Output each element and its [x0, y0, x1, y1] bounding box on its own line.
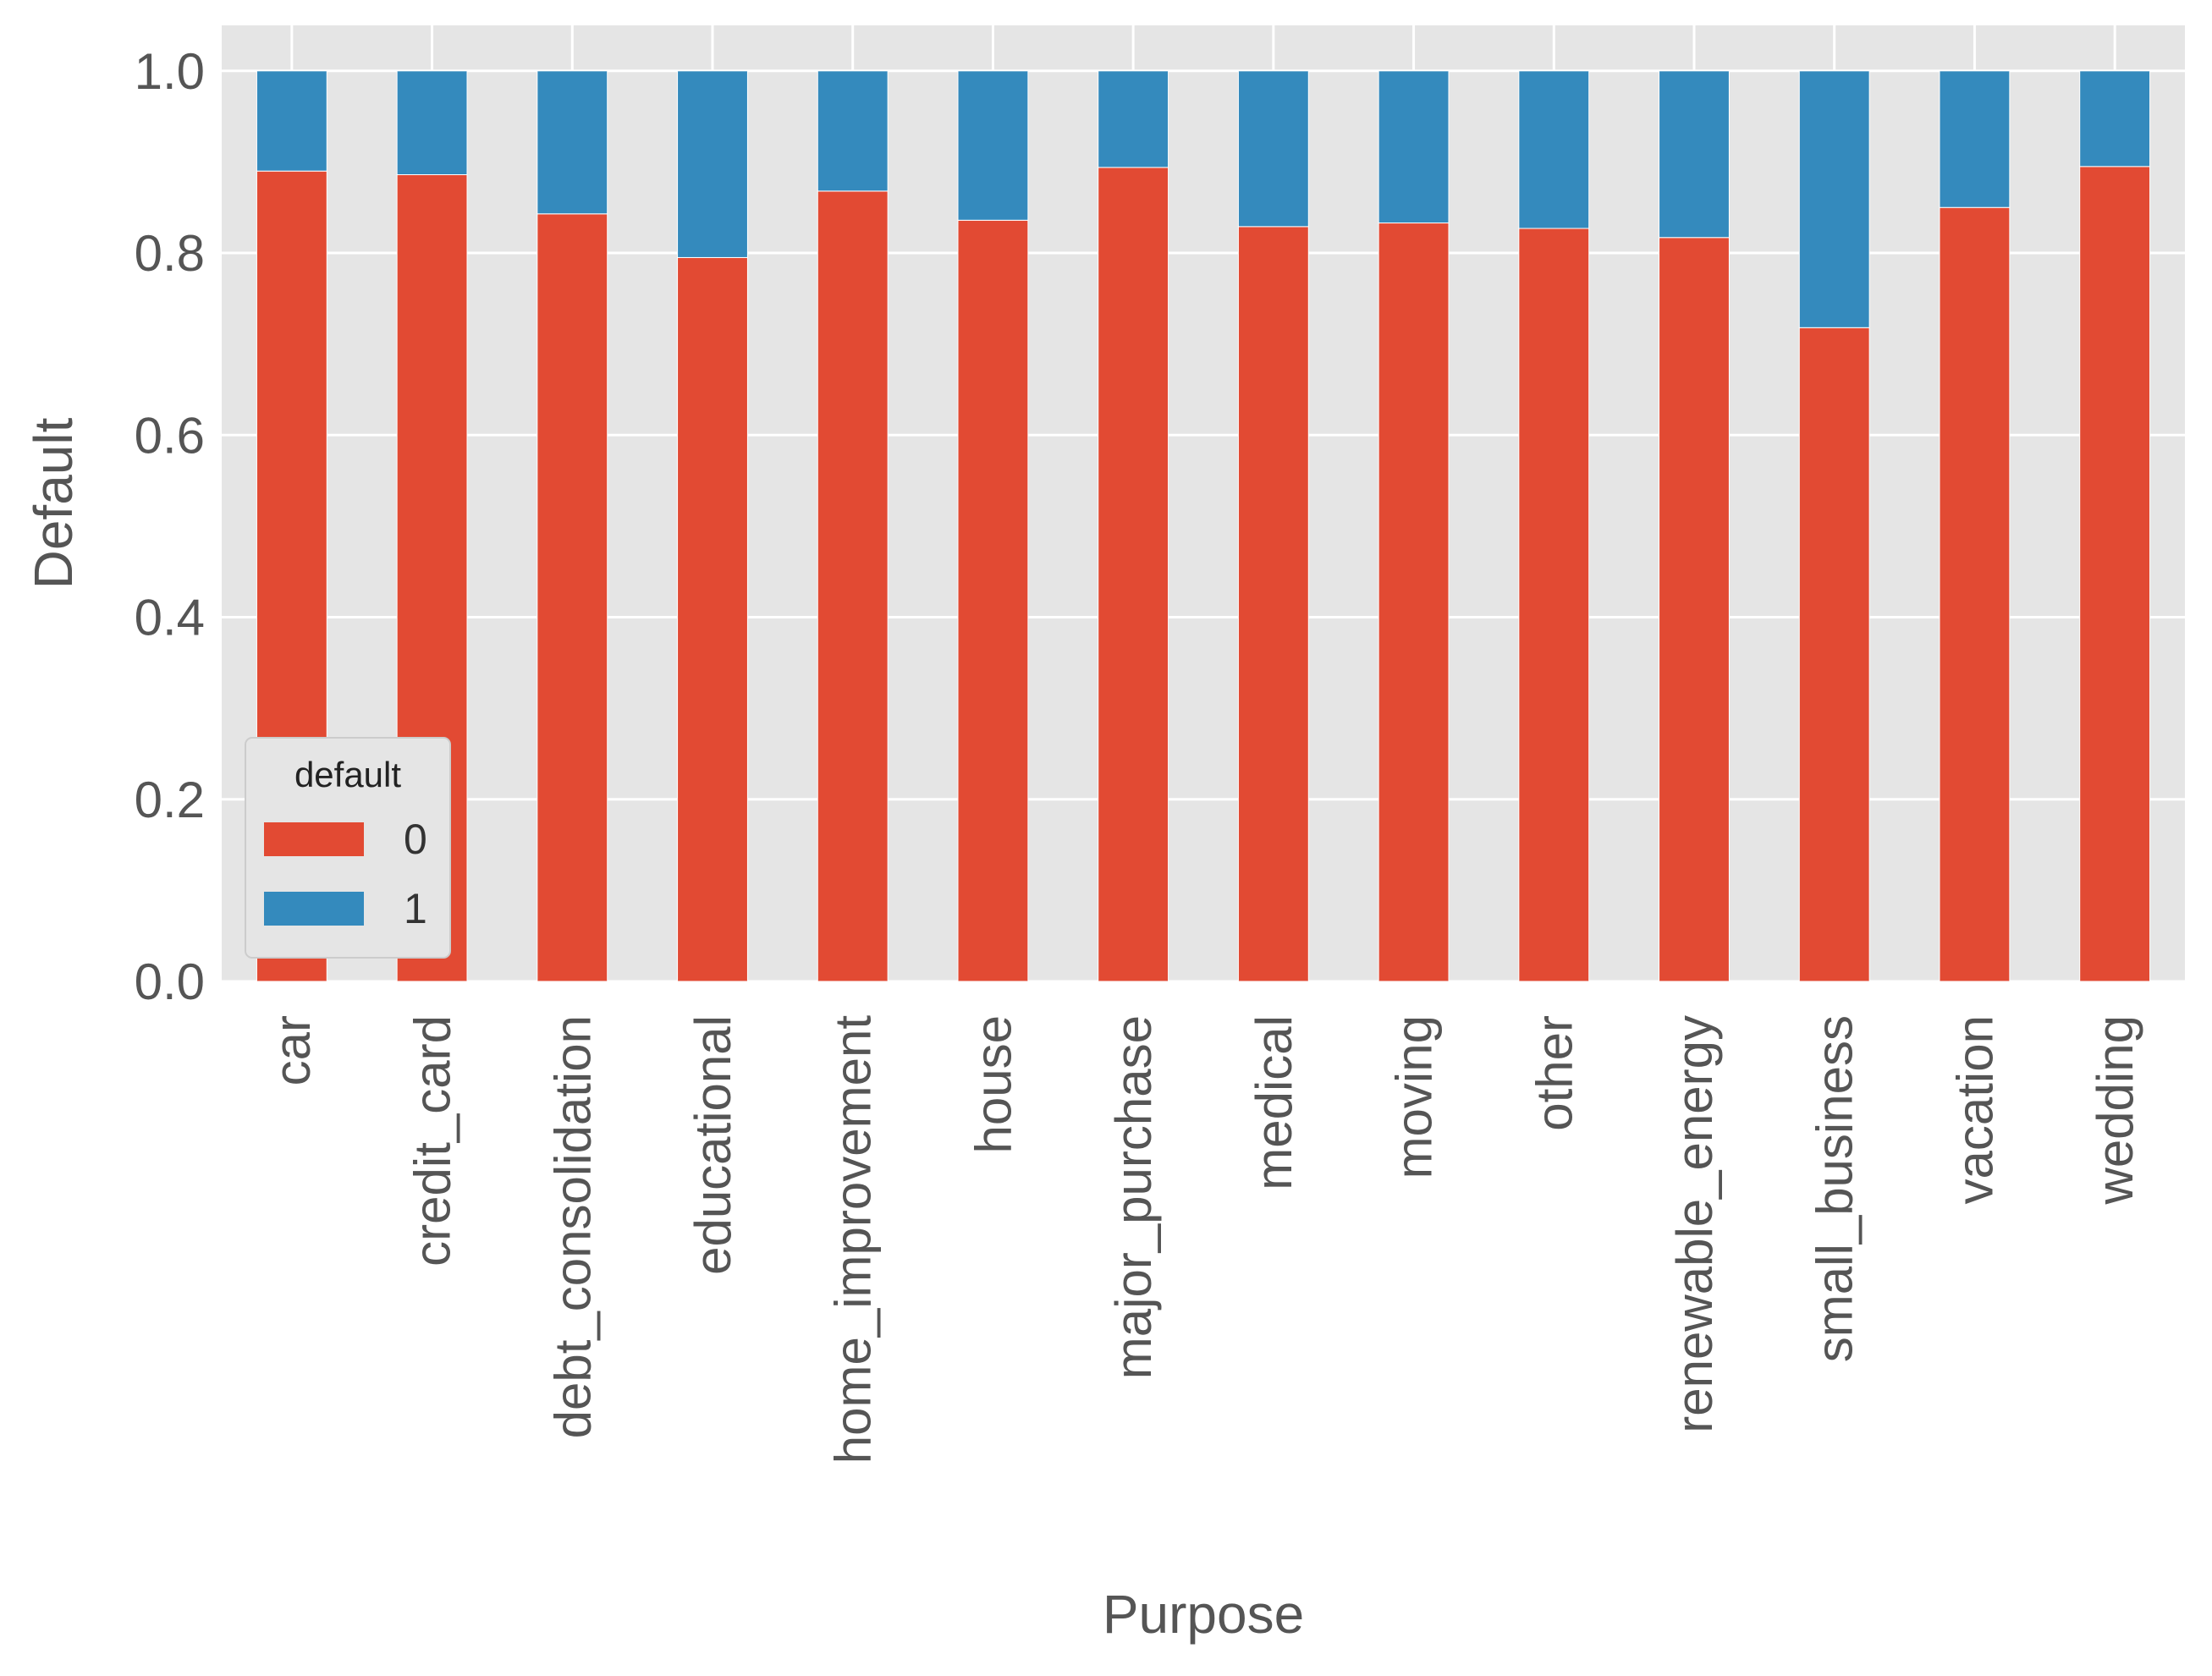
bar-medical-series-1 [1237, 70, 1309, 228]
bar-wedding-series-1 [2079, 70, 2151, 168]
bar-house-series-0 [957, 219, 1029, 982]
y-tick-label: 0.0 [135, 953, 205, 1010]
bar-renewable_energy-series-0 [1659, 237, 1730, 982]
bar-home_improvement-series-0 [817, 190, 889, 982]
bar-other-series-0 [1518, 228, 1590, 982]
bar-medical-series-0 [1237, 226, 1309, 982]
bar-other-series-1 [1518, 70, 1590, 229]
legend-swatch-1 [264, 892, 364, 926]
y-tick-label: 1.0 [135, 43, 205, 100]
x-tick-label: car [264, 1015, 321, 1085]
bar-wedding-series-0 [2079, 166, 2151, 982]
x-tick-label: other [1526, 1015, 1582, 1131]
bar-major_purchase-series-0 [1098, 167, 1169, 982]
x-tick-label: major_purchase [1105, 1015, 1162, 1379]
bar-small_business-series-0 [1798, 327, 1870, 982]
bar-vacation-series-1 [1939, 70, 2011, 208]
x-tick-label: credit_card [404, 1015, 461, 1267]
legend-label-1: 1 [404, 885, 427, 932]
legend-label-0: 0 [404, 816, 427, 863]
x-tick-label: medical [1246, 1015, 1302, 1190]
bar-renewable_energy-series-1 [1659, 70, 1730, 239]
y-tick-label: 0.8 [135, 225, 205, 282]
y-tick-label: 0.6 [135, 407, 205, 464]
bar-major_purchase-series-1 [1098, 70, 1169, 168]
x-tick-label: home_improvement [825, 1015, 882, 1464]
bar-home_improvement-series-1 [817, 70, 889, 192]
y-axis-ticks: 0.0 0.2 0.4 0.6 0.8 1.0 [135, 43, 205, 1010]
x-tick-label: vacation [1946, 1015, 2003, 1204]
x-tick-label: wedding [2087, 1015, 2143, 1206]
y-axis-label: Default [23, 417, 84, 589]
x-tick-label: moving [1386, 1015, 1443, 1179]
bar-educational-series-0 [677, 256, 748, 982]
bar-house-series-1 [957, 70, 1029, 221]
x-tick-label: small_business [1807, 1015, 1863, 1362]
x-axis-label: Purpose [1103, 1584, 1304, 1645]
bar-credit_card-series-1 [396, 70, 468, 175]
legend-swatch-0 [264, 822, 364, 856]
bar-small_business-series-1 [1798, 70, 1870, 328]
bar-educational-series-1 [677, 70, 748, 258]
bar-debt_consolidation-series-0 [536, 213, 608, 982]
x-tick-label: house [965, 1015, 1021, 1153]
x-tick-label: educational [685, 1015, 741, 1275]
legend-title: default [294, 755, 401, 794]
x-tick-label: debt_consolidation [544, 1015, 601, 1438]
bar-car-series-1 [256, 70, 327, 172]
bar-moving-series-1 [1378, 70, 1450, 224]
x-axis-ticks: car credit_card debt_consolidation educatio… [264, 1015, 2143, 1464]
y-tick-label: 0.4 [135, 590, 205, 646]
bar-moving-series-0 [1378, 223, 1450, 982]
bar-debt_consolidation-series-1 [536, 70, 608, 215]
x-tick-label: renewable_energy [1666, 1015, 1723, 1433]
plot-area [222, 25, 2185, 981]
legend: default 01 [245, 737, 451, 959]
legend-items: 01 [264, 816, 427, 932]
y-tick-label: 0.2 [135, 772, 205, 828]
bar-vacation-series-0 [1939, 206, 2011, 982]
